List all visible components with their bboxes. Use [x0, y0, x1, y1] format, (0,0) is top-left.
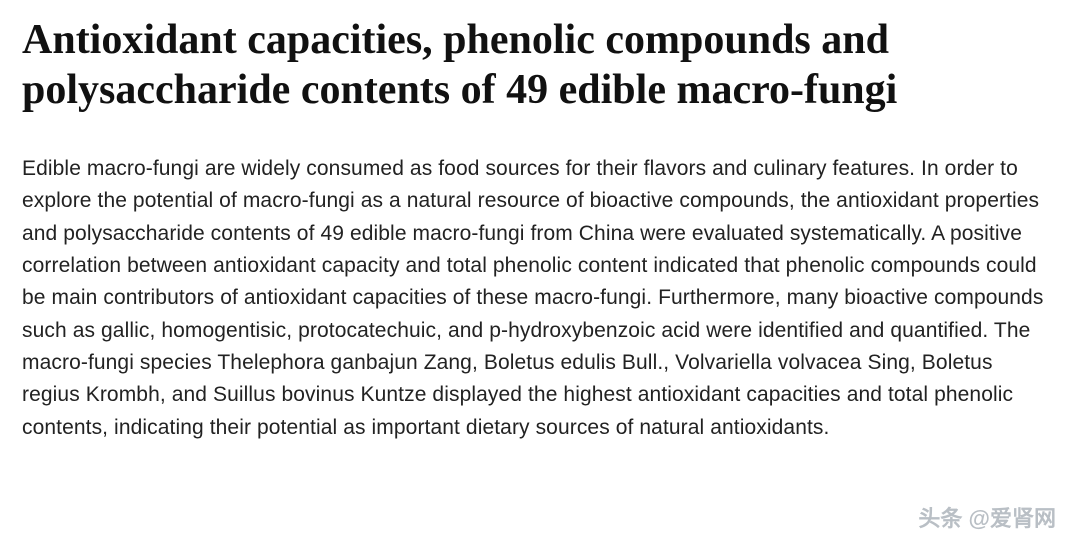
- article-title: Antioxidant capacities, phenolic compoun…: [22, 16, 1052, 115]
- abstract-text: Edible macro-fungi are widely consumed a…: [22, 153, 1052, 444]
- watermark-text: 头条 @爱肾网: [918, 501, 1056, 533]
